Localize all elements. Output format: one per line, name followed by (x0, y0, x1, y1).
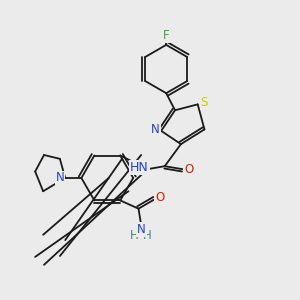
Text: O: O (155, 191, 165, 204)
Text: N: N (56, 172, 64, 184)
Text: H: H (130, 229, 139, 242)
Text: O: O (184, 163, 194, 176)
Text: H: H (143, 229, 152, 242)
Text: S: S (200, 96, 208, 110)
Text: HN: HN (130, 160, 149, 174)
Text: N: N (151, 123, 160, 136)
Text: F: F (163, 29, 169, 42)
Text: N: N (137, 224, 146, 236)
